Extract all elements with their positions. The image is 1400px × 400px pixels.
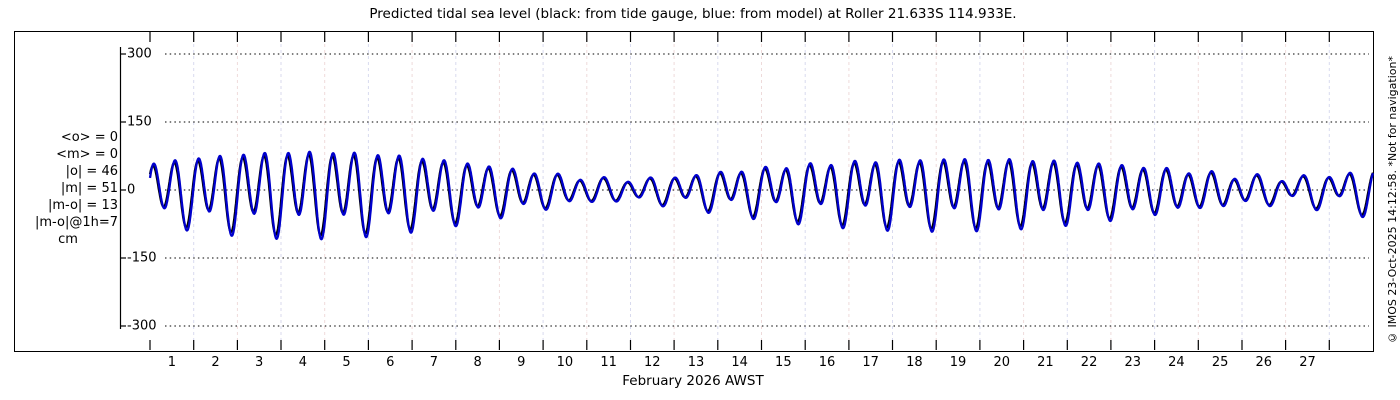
x-tick-label: 8 (473, 355, 482, 370)
x-tick-label: 2 (211, 355, 220, 370)
y-tick-label: 300 (127, 46, 152, 62)
x-tick-label: 14 (731, 355, 748, 370)
series-model (148, 150, 1375, 241)
x-tick-label: 19 (949, 355, 967, 370)
x-tick-label: 9 (517, 355, 526, 370)
stat-line: |m| = 51 (60, 181, 118, 196)
x-tick-label: 4 (298, 355, 308, 370)
chart-title: Predicted tidal sea level (black: from t… (369, 6, 1017, 22)
stat-unit: cm (58, 232, 78, 247)
x-tick-label: 6 (386, 355, 395, 370)
x-axis-label: February 2026 AWST (622, 373, 764, 389)
x-tick-label: 13 (687, 355, 705, 370)
x-tick-label: 5 (342, 355, 351, 370)
y-tick-label: -150 (127, 250, 157, 266)
x-tick-label: 11 (600, 355, 617, 370)
x-tick-label: 16 (818, 355, 836, 370)
x-tick-label: 23 (1124, 355, 1142, 370)
stat-line: <m> = 0 (56, 147, 118, 162)
y-tick-label: -300 (127, 318, 157, 334)
x-tick-label: 1 (167, 355, 176, 370)
x-tick-label: 26 (1255, 355, 1273, 370)
x-tick-label: 7 (429, 355, 439, 370)
stats-block: <o> = 0 <m> = 0 |o| = 46 |m| = 51 |m-o| = 13… (18, 129, 118, 248)
x-tick-label: 12 (644, 355, 661, 370)
x-tick-label: 17 (862, 355, 879, 370)
x-tick-label: 24 (1168, 355, 1185, 370)
x-tick-label: 27 (1299, 355, 1316, 370)
y-tick-label: 0 (127, 182, 136, 198)
plot-frame (14, 31, 1374, 352)
x-tick-label: 22 (1080, 355, 1098, 370)
copyright-watermark: © IMOS 23-Oct-2025 14:12:58. *Not for na… (1386, 56, 1399, 344)
stat-line: |m-o|@1h=7 (35, 215, 118, 230)
y-tick-label: 150 (127, 114, 152, 130)
stat-line: <o> = 0 (60, 130, 118, 145)
x-tick-label: 18 (906, 355, 923, 370)
x-tick-label: 10 (556, 355, 574, 370)
x-tick-label: 3 (255, 355, 264, 370)
x-tick-label: 25 (1211, 355, 1229, 370)
x-tick-label: 15 (775, 355, 792, 370)
stat-line: |o| = 46 (65, 164, 118, 179)
stat-line: |m-o| = 13 (47, 198, 118, 213)
x-tick-label: 21 (1037, 355, 1054, 370)
x-tick-label: 20 (993, 355, 1010, 370)
